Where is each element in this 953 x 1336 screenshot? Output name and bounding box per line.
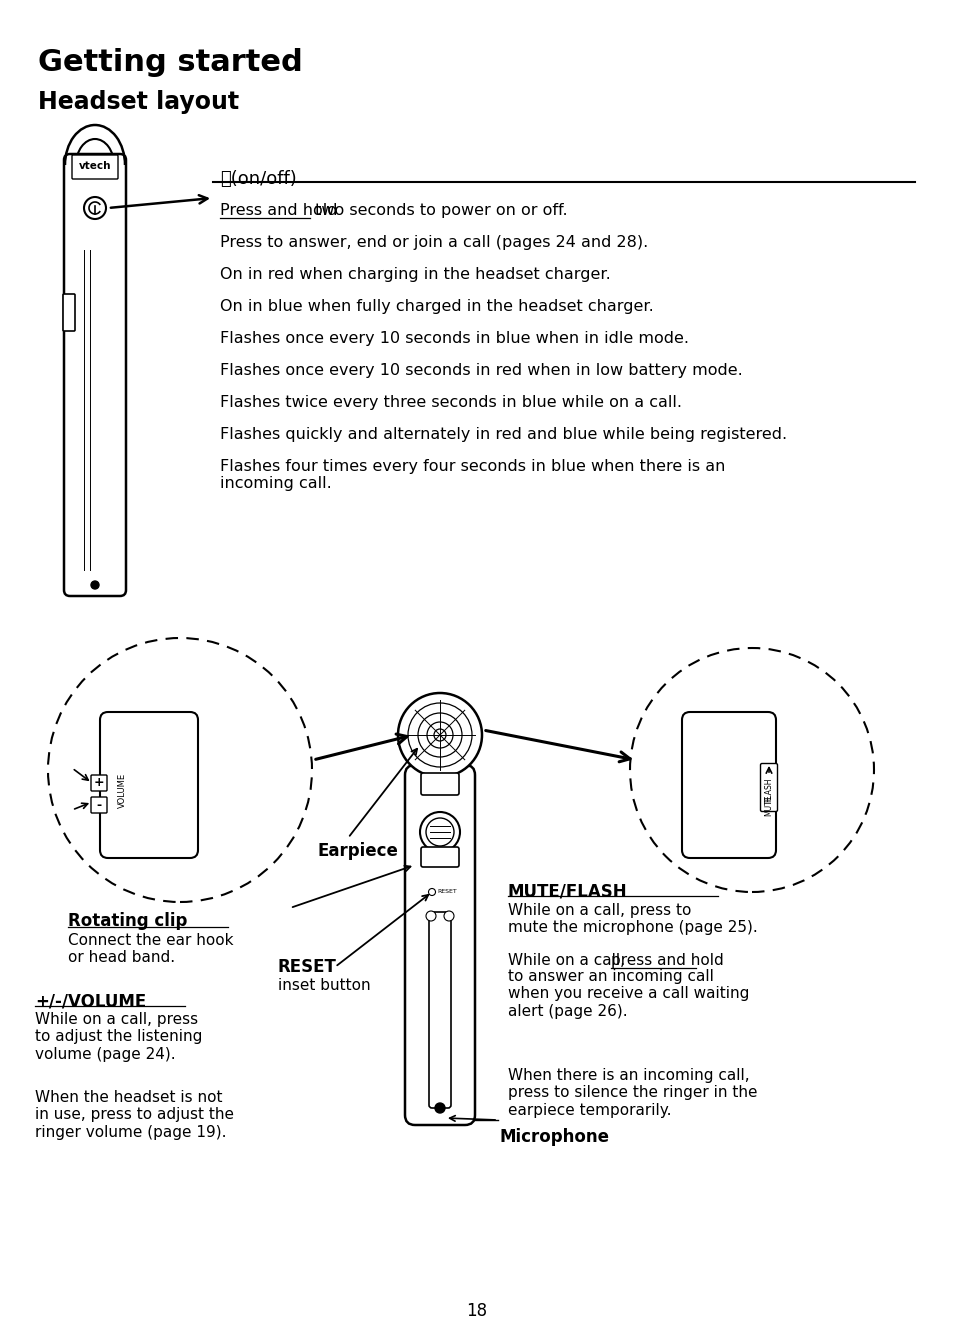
Text: vtech: vtech — [79, 162, 112, 171]
Circle shape — [397, 693, 481, 778]
Text: RESET: RESET — [436, 888, 456, 894]
FancyBboxPatch shape — [429, 912, 451, 1108]
Text: Earpiece: Earpiece — [317, 842, 398, 860]
Text: MUTE/FLASH: MUTE/FLASH — [507, 882, 627, 900]
FancyBboxPatch shape — [405, 766, 475, 1125]
Text: When there is an incoming call,
press to silence the ringer in the
earpiece temp: When there is an incoming call, press to… — [507, 1067, 757, 1118]
Text: RESET: RESET — [277, 958, 336, 977]
Text: When the headset is not
in use, press to adjust the
ringer volume (page 19).: When the headset is not in use, press to… — [35, 1090, 233, 1140]
Circle shape — [443, 911, 454, 921]
Text: to answer an incoming call
when you receive a call waiting
alert (page 26).: to answer an incoming call when you rece… — [507, 969, 749, 1019]
Circle shape — [428, 888, 435, 895]
FancyBboxPatch shape — [71, 155, 118, 179]
Text: Flashes once every 10 seconds in red when in low battery mode.: Flashes once every 10 seconds in red whe… — [220, 363, 742, 378]
Text: On in blue when fully charged in the headset charger.: On in blue when fully charged in the hea… — [220, 299, 653, 314]
Text: Headset layout: Headset layout — [38, 90, 239, 114]
FancyBboxPatch shape — [63, 294, 75, 331]
Circle shape — [435, 1104, 444, 1113]
FancyBboxPatch shape — [681, 712, 775, 858]
Text: +: + — [93, 776, 104, 790]
Text: ⓨ(on/off): ⓨ(on/off) — [220, 170, 296, 188]
FancyBboxPatch shape — [64, 154, 126, 596]
FancyBboxPatch shape — [420, 774, 458, 795]
Text: FLASH: FLASH — [763, 778, 773, 802]
Circle shape — [426, 911, 436, 921]
Text: On in red when charging in the headset charger.: On in red when charging in the headset c… — [220, 267, 610, 282]
Circle shape — [91, 581, 99, 589]
Text: While on a call, press to
mute the microphone (page 25).: While on a call, press to mute the micro… — [507, 903, 757, 935]
Text: +/-/VOLUME: +/-/VOLUME — [35, 993, 146, 1010]
Text: Flashes quickly and alternately in red and blue while being registered.: Flashes quickly and alternately in red a… — [220, 428, 786, 442]
FancyBboxPatch shape — [91, 798, 107, 814]
Text: Flashes twice every three seconds in blue while on a call.: Flashes twice every three seconds in blu… — [220, 395, 681, 410]
Text: While on a call,: While on a call, — [507, 953, 629, 969]
FancyBboxPatch shape — [420, 847, 458, 867]
Text: While on a call, press
to adjust the listening
volume (page 24).: While on a call, press to adjust the lis… — [35, 1011, 202, 1062]
Text: Rotating clip: Rotating clip — [68, 912, 187, 930]
Text: Flashes once every 10 seconds in blue when in idle mode.: Flashes once every 10 seconds in blue wh… — [220, 331, 688, 346]
FancyBboxPatch shape — [760, 763, 777, 811]
Text: inset button: inset button — [277, 978, 370, 993]
FancyBboxPatch shape — [91, 775, 107, 791]
Text: Press to answer, end or join a call (pages 24 and 28).: Press to answer, end or join a call (pag… — [220, 235, 648, 250]
Text: 18: 18 — [466, 1303, 487, 1320]
Text: Getting started: Getting started — [38, 48, 302, 77]
Text: MUTE: MUTE — [763, 794, 773, 816]
Text: press and hold: press and hold — [610, 953, 722, 969]
Text: -: - — [96, 799, 101, 811]
Text: Microphone: Microphone — [499, 1128, 609, 1146]
Circle shape — [629, 648, 873, 892]
Text: two seconds to power on or off.: two seconds to power on or off. — [310, 203, 567, 218]
Circle shape — [48, 639, 312, 902]
Circle shape — [419, 812, 459, 852]
FancyBboxPatch shape — [100, 712, 198, 858]
Text: Press and hold: Press and hold — [220, 203, 337, 218]
Text: VOLUME: VOLUME — [117, 772, 127, 807]
Text: Flashes four times every four seconds in blue when there is an
incoming call.: Flashes four times every four seconds in… — [220, 460, 724, 492]
Circle shape — [84, 196, 106, 219]
Text: Connect the ear hook
or head band.: Connect the ear hook or head band. — [68, 933, 233, 966]
